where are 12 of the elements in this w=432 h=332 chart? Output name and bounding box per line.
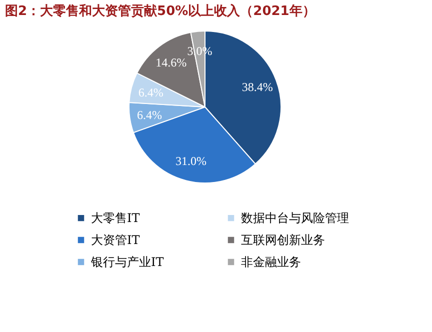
- legend-label: 数据中台与风险管理: [241, 211, 349, 226]
- legend-label: 大资管IT: [91, 233, 140, 247]
- data-label: 6.4%: [138, 86, 164, 100]
- data-label: 14.6%: [156, 55, 187, 70]
- data-label: 6.4%: [137, 108, 162, 122]
- legend-label: 大零售IT: [91, 211, 140, 226]
- chart-title: 图2：大零售和大资管贡献50%以上收入（2021年）: [5, 3, 316, 19]
- legend-label: 银行与产业IT: [90, 255, 164, 269]
- data-label: 38.4%: [242, 80, 273, 94]
- data-label: 31.0%: [176, 154, 207, 168]
- legend-label: 互联网创新业务: [241, 233, 325, 247]
- legend-label: 非金融业务: [241, 255, 301, 269]
